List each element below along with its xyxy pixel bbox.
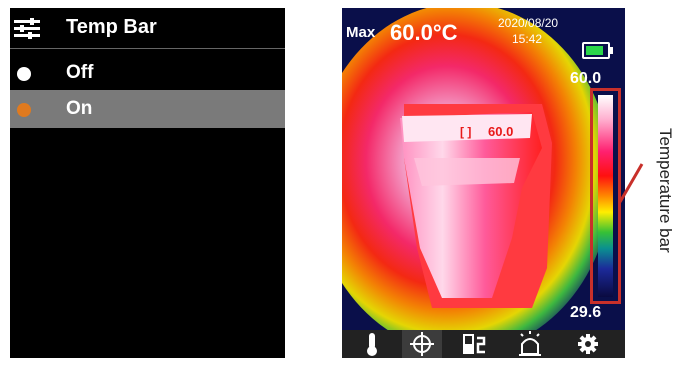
temp-bar-menu-screen: Temp Bar Off On (10, 8, 285, 358)
option-on-label: On (66, 98, 93, 119)
sliders-icon (14, 18, 40, 39)
alarm-icon (519, 331, 541, 356)
thermometer-button[interactable] (352, 330, 392, 358)
bar-min-value: 29.6 (570, 304, 602, 321)
crosshair-button[interactable] (402, 330, 442, 358)
max-temperature: 60.0°C (390, 20, 458, 45)
bottom-toolbar (342, 330, 625, 358)
thermal-image (342, 8, 625, 358)
temperature-bar (598, 95, 613, 297)
thermal-camera-screen: Max 60.0°C 2020/08/20 15:42 [ ] 60.0 60.… (342, 8, 625, 358)
annotation-label-text: Temperature bar (656, 128, 675, 253)
crosshair-icon (410, 332, 434, 356)
spot-marker-icon: [ ] (460, 125, 472, 139)
settings-button[interactable] (568, 330, 608, 358)
time: 15:42 (512, 32, 543, 46)
menu-divider (10, 48, 285, 49)
thermometer-icon (367, 333, 377, 356)
palette-button[interactable] (454, 330, 494, 358)
radio-dot-on (17, 103, 31, 117)
menu-title: Temp Bar (66, 16, 157, 38)
battery-tip (610, 47, 613, 54)
option-on[interactable]: On (10, 90, 285, 128)
option-off[interactable]: Off (10, 54, 285, 92)
battery-icon (582, 42, 613, 59)
date: 2020/08/20 (498, 16, 559, 30)
gear-icon (578, 334, 598, 354)
bar-max-value: 60.0 (570, 70, 602, 87)
annotation-pointer (618, 163, 644, 203)
spot-temperature: 60.0 (488, 124, 514, 139)
alarm-button[interactable] (510, 330, 550, 358)
temperature-bar-highlight (590, 88, 621, 304)
palette-icon (463, 334, 486, 354)
menu-header: Temp Bar (10, 8, 285, 52)
annotation-label: Temperature bar (645, 128, 675, 253)
max-label: Max (346, 24, 376, 41)
option-off-label: Off (66, 62, 94, 83)
radio-dot-off (17, 67, 31, 81)
battery-fill (586, 46, 603, 55)
